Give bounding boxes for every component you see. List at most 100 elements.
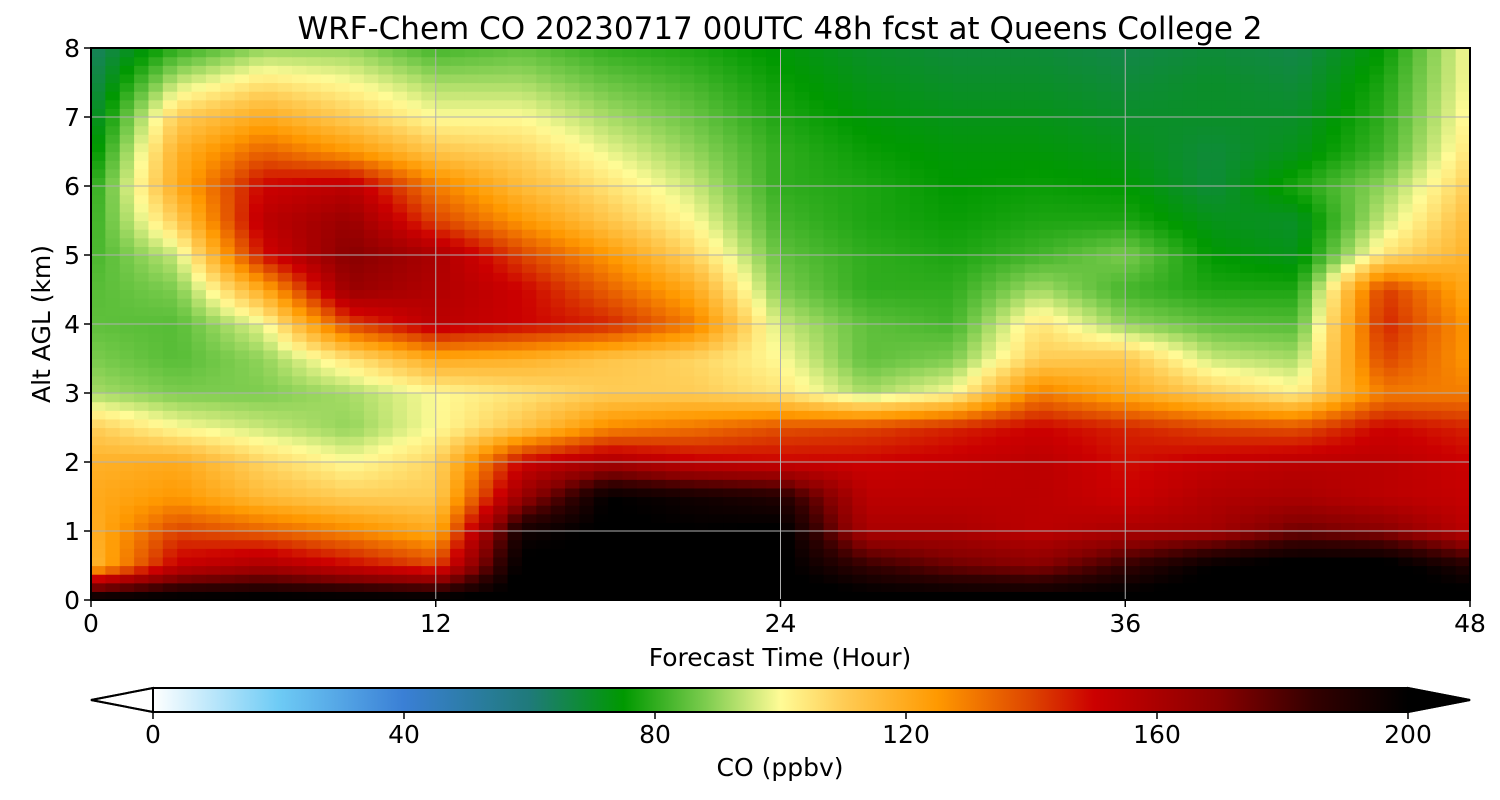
heatmap-cell	[105, 151, 121, 161]
heatmap-cell	[1010, 349, 1026, 360]
heatmap-cell	[478, 332, 494, 342]
heatmap-cell	[1355, 427, 1371, 437]
heatmap-cell	[924, 160, 940, 170]
heatmap-cell	[565, 496, 580, 506]
heatmap-cell	[651, 436, 667, 446]
heatmap-cell	[565, 574, 580, 584]
heatmap-cell	[1441, 384, 1457, 394]
heatmap-cell	[622, 384, 638, 394]
heatmap-cell	[205, 263, 221, 273]
heatmap-cell	[636, 280, 652, 291]
heatmap-cell	[1153, 177, 1169, 187]
heatmap-cell	[1426, 280, 1442, 291]
heatmap-cell	[766, 220, 782, 230]
heatmap-cell	[1053, 462, 1069, 472]
heatmap-cell	[249, 289, 264, 299]
heatmap-cell	[234, 427, 250, 437]
heatmap-cell	[809, 332, 825, 342]
heatmap-cell	[895, 375, 911, 385]
heatmap-cell	[1254, 401, 1270, 411]
heatmap-cell	[1268, 496, 1284, 506]
heatmap-cell	[895, 177, 911, 187]
heatmap-cell	[579, 384, 595, 394]
heatmap-cell	[608, 393, 624, 403]
heatmap-cell	[622, 349, 638, 360]
heatmap-cell	[1268, 384, 1284, 394]
heatmap-cell	[263, 384, 279, 394]
heatmap-cell	[134, 591, 150, 600]
heatmap-cell	[292, 272, 308, 282]
heatmap-cell	[794, 556, 810, 567]
heatmap-cell	[478, 298, 494, 308]
heatmap-cell	[665, 375, 681, 385]
heatmap-cell	[694, 462, 710, 472]
heatmap-cell	[866, 384, 882, 394]
heatmap-cell	[134, 531, 150, 541]
heatmap-cell	[823, 186, 839, 196]
heatmap-cell	[1383, 418, 1399, 429]
heatmap-cell	[751, 358, 767, 368]
heatmap-cell	[938, 220, 954, 230]
heatmap-cell	[407, 393, 422, 403]
heatmap-cell	[162, 505, 178, 515]
heatmap-cell	[1326, 306, 1342, 316]
heatmap-cell	[708, 211, 724, 222]
heatmap-cell	[550, 246, 566, 256]
heatmap-cell	[550, 548, 566, 558]
heatmap-cell	[536, 280, 552, 291]
heatmap-cell	[450, 315, 466, 325]
heatmap-cell	[550, 186, 566, 196]
heatmap-cell	[1426, 168, 1442, 178]
heatmap-cell	[651, 280, 667, 291]
heatmap-cell	[737, 194, 753, 204]
heatmap-cell	[794, 324, 810, 334]
heatmap-cell	[493, 341, 509, 351]
heatmap-cell	[1096, 349, 1112, 360]
heatmap-cell	[679, 168, 695, 178]
heatmap-cell	[1010, 246, 1026, 256]
heatmap-cell	[823, 375, 839, 385]
heatmap-cell	[794, 565, 810, 575]
heatmap-cell	[407, 186, 422, 196]
heatmap-cell	[924, 186, 940, 196]
heatmap-cell	[837, 496, 853, 506]
heatmap-cell	[335, 194, 351, 204]
heatmap-cell	[1110, 375, 1126, 385]
heatmap-cell	[823, 496, 839, 506]
heatmap-cell	[378, 470, 394, 480]
heatmap-cell	[205, 375, 221, 385]
heatmap-cell	[1168, 220, 1184, 230]
heatmap-cell	[421, 332, 437, 342]
heatmap-cell	[1067, 574, 1083, 584]
heatmap-cell	[852, 349, 868, 360]
heatmap-cell	[134, 401, 150, 411]
heatmap-cell	[1168, 315, 1184, 325]
heatmap-cell	[263, 479, 279, 489]
heatmap-cell	[234, 470, 250, 480]
heatmap-cell	[679, 220, 695, 230]
heatmap-cell	[177, 375, 193, 385]
heatmap-cell	[981, 280, 997, 291]
heatmap-cell	[1168, 289, 1184, 299]
heatmap-cell	[952, 375, 968, 385]
heatmap-cell	[866, 479, 882, 489]
heatmap-cell	[148, 358, 164, 368]
heatmap-cell	[450, 479, 466, 489]
heatmap-cell	[1168, 470, 1184, 480]
heatmap-cell	[708, 531, 724, 541]
heatmap-cell	[952, 246, 968, 256]
heatmap-cell	[909, 393, 925, 403]
heatmap-cell	[1082, 298, 1098, 308]
heatmap-cell	[407, 229, 422, 239]
heatmap-cell	[177, 427, 193, 437]
heatmap-cell	[1024, 332, 1040, 342]
heatmap-cell	[1096, 436, 1112, 446]
heatmap-cell	[723, 246, 738, 256]
heatmap-cell	[1311, 168, 1327, 178]
heatmap-cell	[881, 410, 897, 420]
heatmap-cell	[794, 522, 810, 532]
heatmap-cell	[177, 272, 193, 282]
heatmap-cell	[622, 479, 638, 489]
heatmap-cell	[1168, 401, 1184, 411]
heatmap-cell	[521, 341, 537, 351]
